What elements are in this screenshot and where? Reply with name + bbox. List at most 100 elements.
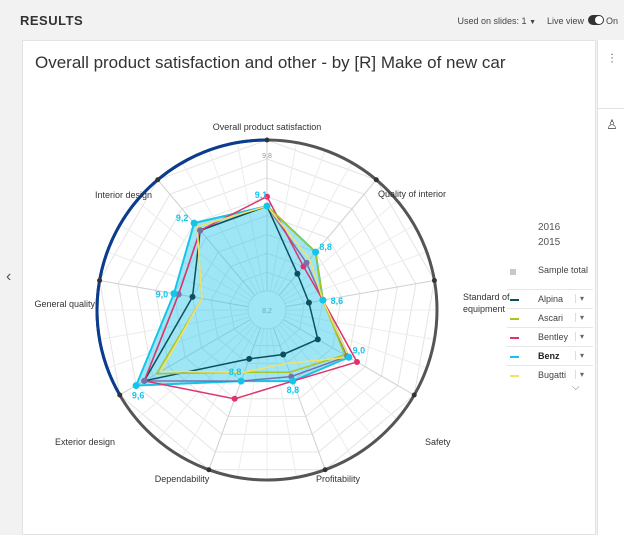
grid-spoke [284, 316, 427, 369]
chevron-down-icon[interactable]: ▾ [575, 351, 584, 360]
data-point-alpina [280, 351, 287, 358]
legend-swatch [510, 337, 519, 339]
data-point-alpina [305, 299, 312, 306]
data-label: 9,6 [132, 391, 145, 401]
data-point-alpina [314, 336, 321, 343]
live-view-state: On [605, 16, 618, 26]
chevron-down-icon[interactable]: ▾ [575, 294, 584, 303]
data-point-alpina [294, 270, 301, 277]
legend-item-ascari[interactable]: Ascari ▾ [507, 308, 593, 327]
grid-spoke [285, 312, 435, 341]
data-point-benz [345, 353, 353, 361]
axis-tick [155, 177, 161, 183]
tick-label-max: 9,8 [262, 153, 272, 160]
grid-spoke [236, 328, 265, 478]
legend-item-bugatti[interactable]: Bugatti ▾ [507, 365, 593, 384]
side-divider [598, 108, 624, 109]
grid-spoke [181, 326, 258, 458]
axis-tick [97, 277, 103, 283]
legend-label: Alpina [538, 294, 564, 304]
axis-label: Overall product satisfaction [213, 122, 322, 132]
grid-spoke [273, 150, 326, 293]
legend-year-2016[interactable]: 2016 [538, 222, 561, 233]
grid-spoke [181, 162, 258, 294]
legend-label: Benz [538, 351, 560, 361]
data-point-benz [237, 377, 245, 385]
grid-spoke [284, 251, 427, 304]
chevron-down-icon[interactable]: ▾ [575, 313, 584, 322]
legend-label: Ascari [538, 313, 564, 323]
legend-year-2015[interactable]: 2015 [538, 237, 561, 248]
data-point-benz [170, 290, 178, 298]
axis-tick [206, 467, 212, 473]
radar-chart: 8,2 9,8 9,1 8,8 8,6 9,0 8,8 8,8 9,6 9,0 9,2 Overall… [34, 122, 510, 484]
data-point-sample-total [197, 227, 204, 234]
chevron-down-icon[interactable]: ▾ [575, 370, 584, 379]
grid-spoke [208, 150, 261, 293]
settings-sliders-icon[interactable]: ⫶ [610, 51, 614, 66]
axis-tick [411, 392, 417, 398]
grid-spoke [281, 321, 398, 420]
grid-spoke [276, 162, 353, 294]
live-view-toggle[interactable] [588, 15, 604, 25]
data-point-sample-total [141, 377, 148, 384]
data-point-bentley [354, 358, 361, 365]
data-point-bentley [264, 193, 270, 200]
legend-item-bentley[interactable]: Bentley ▾ [507, 327, 593, 346]
grid-spoke [119, 224, 251, 301]
side-toolbar: ⫶ ♙ [597, 40, 624, 535]
data-point-alpina [246, 355, 253, 362]
axis-tick [264, 137, 270, 143]
data-label: 8,8 [287, 385, 300, 395]
axis-line [157, 179, 256, 296]
legend-swatch [510, 375, 519, 377]
axis-label: Safety [425, 437, 451, 447]
axis-line [119, 319, 251, 396]
grid-spoke [269, 328, 298, 478]
axis-label: Quality of interior [378, 189, 446, 199]
data-label: 8,8 [319, 242, 332, 252]
legend-swatch [510, 356, 519, 358]
data-label: 9,0 [353, 345, 366, 355]
series-line-alpina [142, 205, 319, 382]
data-point-benz [319, 296, 327, 304]
data-point-benz [132, 382, 140, 390]
grid-spoke [107, 316, 250, 369]
data-point-sample-total [303, 259, 310, 266]
axis-label: Standard of [463, 292, 510, 302]
legend-item-benz[interactable]: Benz ▾ [507, 346, 593, 365]
legend-swatch [510, 318, 519, 320]
grid-spoke [236, 142, 265, 292]
series-line-bugatti [159, 205, 350, 373]
legend-item-alpina[interactable]: Alpina ▾ [507, 289, 593, 308]
data-point-benz [190, 219, 198, 227]
outer-ring-highlight [95, 138, 268, 396]
grid-spoke [278, 324, 377, 441]
axis-tick [431, 277, 437, 283]
axis-line [273, 327, 326, 470]
data-label: 8,8 [229, 367, 242, 377]
data-point-alpina [189, 293, 196, 300]
axis-tick [373, 177, 379, 183]
data-point-benz [289, 377, 297, 385]
grid-spoke [283, 224, 415, 301]
chart-title: Overall product satisfaction and other -… [35, 53, 506, 72]
chevron-down-icon[interactable]: ⌵ [572, 382, 580, 393]
grid-spoke [276, 326, 353, 458]
data-label: 9,2 [176, 213, 189, 223]
data-point-benz [312, 248, 320, 256]
data-point-benz [263, 202, 271, 210]
used-on-slides-dropdown[interactable]: Used on slides: 1 ▼ [458, 16, 537, 26]
data-label: 9,1 [255, 190, 268, 200]
chevron-down-icon[interactable]: ▾ [575, 332, 584, 341]
brush-icon[interactable]: ♙ [606, 117, 618, 132]
chevron-left-icon[interactable]: ‹ [6, 268, 12, 285]
data-point-bentley [231, 395, 238, 402]
tick-label-min: 8,2 [262, 308, 272, 315]
legend-swatch [510, 299, 519, 301]
axis-line [278, 179, 377, 296]
axis-label: equipment [463, 304, 506, 314]
grid-spoke [269, 142, 298, 292]
results-title: RESULTS [20, 13, 84, 28]
axis-label: Exterior design [55, 437, 115, 447]
